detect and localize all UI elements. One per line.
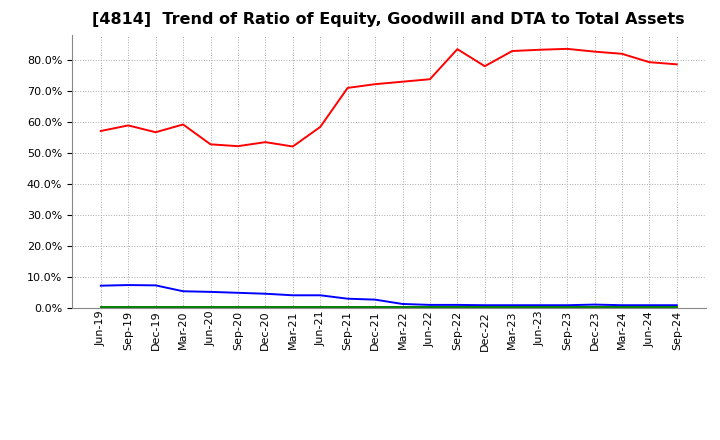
Goodwill [672,303,681,308]
Deferred Tax Assets [645,305,654,310]
Deferred Tax Assets [316,305,325,310]
Goodwill [508,303,516,308]
Equity [645,59,654,65]
Equity [206,142,215,147]
Goodwill [179,289,187,294]
Deferred Tax Assets [426,305,434,310]
Deferred Tax Assets [96,305,105,310]
Goodwill [398,301,407,307]
Deferred Tax Assets [480,305,489,310]
Goodwill [151,283,160,288]
Deferred Tax Assets [371,305,379,310]
Goodwill [563,303,572,308]
Equity [563,46,572,51]
Equity [426,77,434,82]
Deferred Tax Assets [590,305,599,310]
Deferred Tax Assets [508,305,516,310]
Equity [124,123,132,128]
Goodwill [618,303,626,308]
Goodwill [206,289,215,294]
Goodwill [124,282,132,288]
Goodwill [480,303,489,308]
Equity [672,62,681,67]
Goodwill [316,293,325,298]
Deferred Tax Assets [233,305,242,310]
Line: Goodwill: Goodwill [101,285,677,305]
Deferred Tax Assets [179,305,187,310]
Goodwill [289,293,297,298]
Equity [618,51,626,56]
Equity [289,144,297,149]
Title: [4814]  Trend of Ratio of Equity, Goodwill and DTA to Total Assets: [4814] Trend of Ratio of Equity, Goodwil… [92,12,685,27]
Equity [179,122,187,127]
Equity [233,143,242,149]
Goodwill [536,303,544,308]
Deferred Tax Assets [536,305,544,310]
Equity [453,47,462,52]
Deferred Tax Assets [124,305,132,310]
Deferred Tax Assets [618,305,626,310]
Equity [398,79,407,84]
Deferred Tax Assets [261,305,270,310]
Deferred Tax Assets [672,305,681,310]
Goodwill [426,302,434,308]
Goodwill [590,302,599,307]
Equity [536,47,544,52]
Equity [371,81,379,87]
Line: Equity: Equity [101,49,677,147]
Equity [261,139,270,145]
Goodwill [371,297,379,302]
Equity [96,128,105,134]
Deferred Tax Assets [206,305,215,310]
Deferred Tax Assets [453,305,462,310]
Equity [343,85,352,91]
Deferred Tax Assets [151,305,160,310]
Goodwill [453,302,462,308]
Deferred Tax Assets [343,305,352,310]
Equity [316,125,325,130]
Equity [508,48,516,54]
Equity [151,130,160,135]
Goodwill [261,291,270,297]
Equity [590,49,599,54]
Deferred Tax Assets [563,305,572,310]
Goodwill [233,290,242,295]
Deferred Tax Assets [398,305,407,310]
Deferred Tax Assets [289,305,297,310]
Goodwill [343,296,352,301]
Goodwill [96,283,105,288]
Goodwill [645,303,654,308]
Equity [480,63,489,69]
